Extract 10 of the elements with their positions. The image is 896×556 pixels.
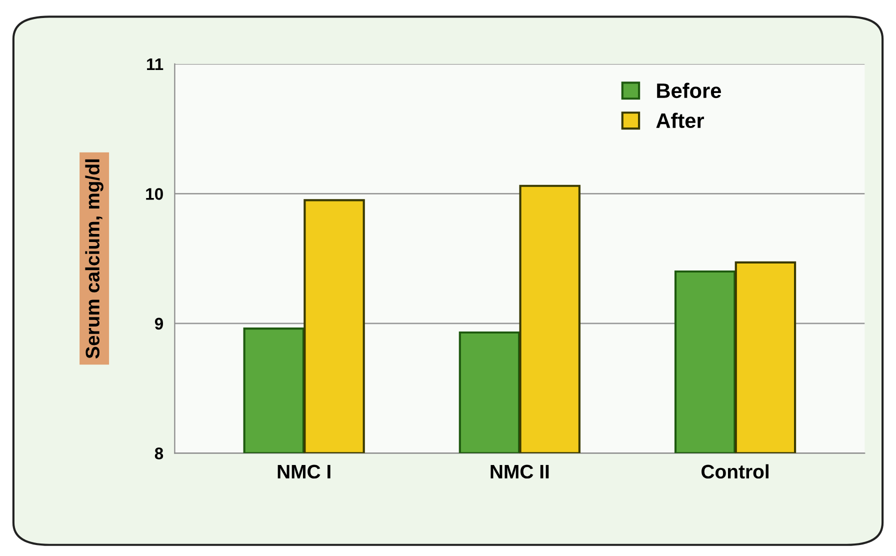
y-tick-label: 11 — [147, 58, 164, 70]
legend-label: Before — [657, 82, 721, 98]
y-tick-label: 9 — [154, 318, 163, 330]
x-tick-label: NMC II — [490, 464, 549, 479]
x-tick-label: NMC I — [278, 464, 330, 479]
y-tick-label: 10 — [146, 188, 163, 200]
y-axis-title: Serum calcium, mg/dl — [85, 159, 104, 358]
y-tick-label: 8 — [154, 448, 164, 460]
legend-label: After — [656, 112, 704, 128]
x-tick-label: Control — [702, 464, 768, 479]
